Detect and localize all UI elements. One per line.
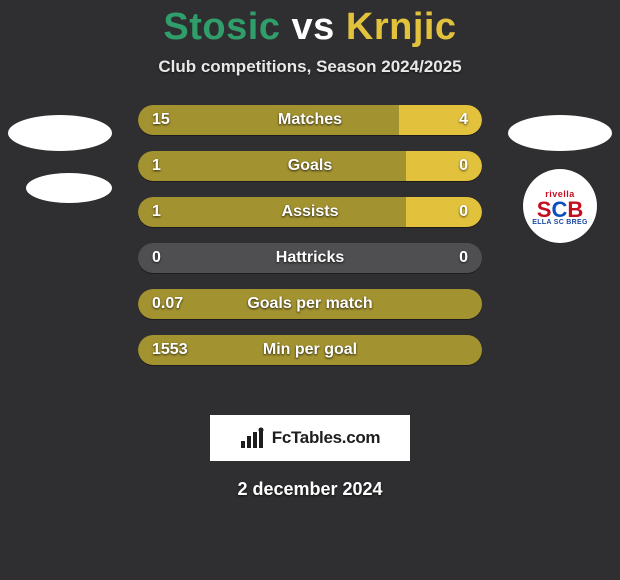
stat-right-value: 0 [459,249,468,267]
stat-right-value: 0 [459,203,468,221]
right-player-column: rivella SCB ELLA SC BREG [500,105,620,255]
stat-left-value: 1 [152,157,161,175]
stat-label: Goals per match [247,295,372,313]
stat-bar-right-segment [406,151,482,181]
stat-bar-left-segment [138,151,406,181]
stat-bar-right-segment [399,105,482,135]
stat-left-value: 15 [152,111,170,129]
comparison-title: Stosic vs Krnjic [0,0,620,49]
player2-name: Krnjic [346,6,457,48]
branding-text: FcTables.com [272,428,381,448]
player2-avatar-placeholder [508,115,612,151]
club-badge-bottom-text: ELLA SC BREG [532,219,587,226]
branding-box: FcTables.com [210,415,410,461]
stat-left-value: 1553 [152,341,188,359]
snapshot-date: 2 december 2024 [0,479,620,500]
stat-label: Goals [288,157,332,175]
player1-name: Stosic [163,6,280,48]
stat-label: Min per goal [263,341,357,359]
comparison-arena: rivella SCB ELLA SC BREG 15 4 Matches 1 0 Goa… [0,105,620,405]
player1-avatar-placeholder [8,115,112,151]
left-player-column [0,105,120,255]
stat-bar-row: 15 4 Matches [138,105,482,135]
stat-bar-right-segment [406,197,482,227]
stat-right-value: 0 [459,157,468,175]
stat-label: Assists [282,203,339,221]
stat-bar-left-segment [138,197,406,227]
fctables-logo-icon [240,427,266,449]
player1-club-placeholder [26,173,112,203]
vs-separator: vs [292,6,335,48]
club-badge-initials: SCB [537,199,583,221]
stat-right-value: 4 [459,111,468,129]
stat-bar-row: 1 0 Goals [138,151,482,181]
stat-bar-left-segment [138,105,399,135]
stat-label: Matches [278,111,342,129]
stat-bar-row: 0 0 Hattricks [138,243,482,273]
stat-bars-container: 15 4 Matches 1 0 Goals 1 0 Assists 0 0 Hattricks 0.0… [138,105,482,381]
stat-bar-row: 1 0 Assists [138,197,482,227]
stat-left-value: 1 [152,203,161,221]
stat-bar-row: 1553 Min per goal [138,335,482,365]
stat-label: Hattricks [276,249,344,267]
stat-left-value: 0.07 [152,295,183,313]
stat-bar-row: 0.07 Goals per match [138,289,482,319]
player2-club-badge: rivella SCB ELLA SC BREG [523,169,597,243]
season-subtitle: Club competitions, Season 2024/2025 [0,57,620,77]
stat-left-value: 0 [152,249,161,267]
